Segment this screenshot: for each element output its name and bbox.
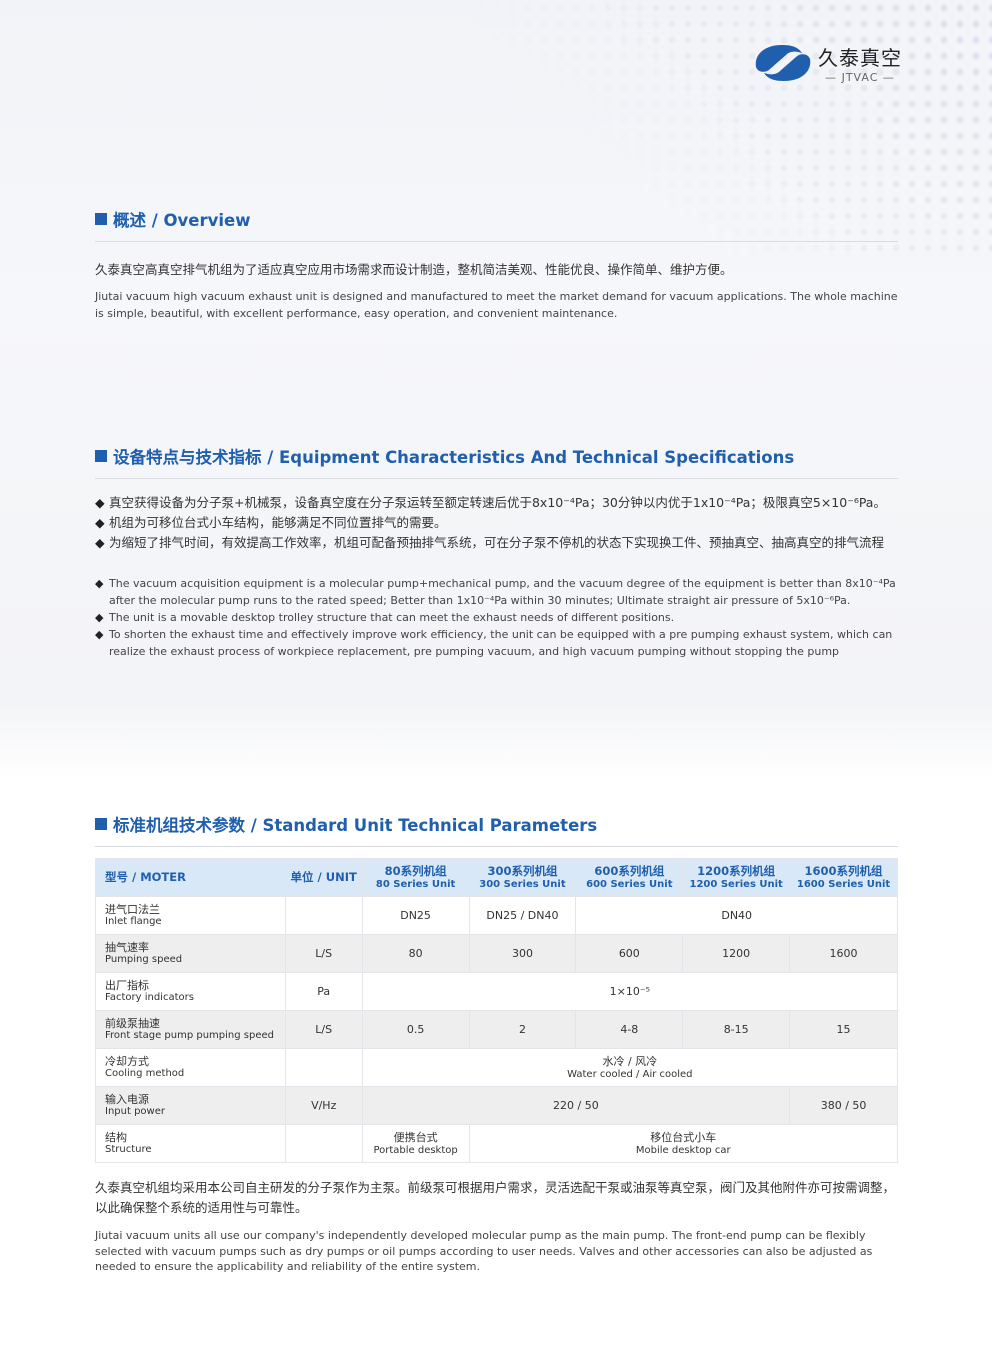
text: V/Hz — [284, 1086, 363, 1125]
diamond-bullet-icon: ◆ — [95, 577, 104, 590]
text: JTVAC — [841, 71, 879, 84]
parameters-section: 标准机组技术参数 / Standard Unit Technical Param… — [95, 812, 898, 847]
text: 15 — [789, 1010, 898, 1049]
text: 单位 / UNIT — [284, 858, 363, 897]
text: 冷却方式 — [105, 1054, 149, 1068]
text — [284, 1048, 363, 1087]
text: 型号 / MOTER — [95, 858, 286, 897]
parameters-note: 久泰真空机组均采用本公司自主研发的分子泵作为主泵。前级泵可根据用户需求，灵活选配… — [95, 1178, 898, 1275]
text: 1200系列机组 — [697, 863, 776, 878]
characteristics-section: 设备特点与技术指标 / Equipment Characteristics An… — [95, 444, 898, 660]
text: DN40 — [575, 896, 898, 935]
text: 1600 — [789, 934, 898, 973]
bullet-en: ◆ The vacuum acquisition equipment is a m… — [95, 575, 898, 609]
text: 1600系列机组 — [804, 863, 883, 878]
text: Pumping speed — [105, 953, 183, 965]
text: 机组为可移位台式小车结构，能够满足不同位置排气的需要。 — [109, 515, 447, 530]
text: L/S — [284, 1010, 363, 1049]
text: The vacuum acquisition equipment is a mo… — [109, 577, 896, 607]
text: Factory indicators — [105, 991, 194, 1003]
overview-en: Jiutai vacuum high vacuum exhaust unit i… — [95, 290, 898, 320]
text: 80系列机组 — [384, 863, 447, 878]
text: 1200 — [682, 934, 791, 973]
text — [284, 896, 363, 935]
table-row: 进气口法兰 Inlet flange DN25 DN25 / DN40 DN40 — [95, 896, 898, 935]
text: Portable desktop — [373, 1144, 458, 1156]
text: L/S — [284, 934, 363, 973]
text: Pa — [284, 972, 363, 1011]
table-row: 抽气速率 Pumping speed L/S 80 300 600 1200 1600 — [95, 934, 898, 973]
bullet-cn: ◆ 真空获得设备为分子泵+机械泵，设备真空度在分子泵运转至额定转速后优于8x10⁻… — [95, 493, 898, 513]
text: 2 — [468, 1010, 577, 1049]
brand-logo: 久泰真空 — JTVAC — — [752, 42, 902, 84]
bullet-en: ◆ The unit is a movable desktop trolley s… — [95, 609, 898, 626]
diamond-bullet-icon: ◆ — [95, 495, 105, 510]
text: 300系列机组 — [487, 863, 558, 878]
text: 抽气速率 — [105, 940, 149, 954]
overview-cn: 久泰真空高真空排气机组为了适应真空应用市场需求而设计制造，整机简洁美观、性能优良… — [95, 262, 733, 277]
table-row: 结构 Structure 便携台式 Portable desktop 移位台式小车 M… — [95, 1124, 899, 1163]
bullet-cn: ◆ 为缩短了排气时间，有效提高工作效率，机组可配备预抽排气系统，可在分子泵不停机的… — [95, 533, 898, 553]
text: To shorten the exhaust time and effectiv… — [109, 628, 893, 658]
overview-section: 概述 / Overview 久泰真空高真空排气机组为了适应真空应用市场需求而设计… — [95, 207, 898, 322]
text: 0.5 — [361, 1010, 470, 1049]
text: 为缩短了排气时间，有效提高工作效率，机组可配备预抽排气系统，可在分子泵不停机的状… — [109, 535, 885, 550]
diamond-bullet-icon: ◆ — [95, 535, 105, 550]
text: 600 — [575, 934, 684, 973]
dot-pattern — [472, 0, 992, 260]
text: 8-15 — [682, 1010, 791, 1049]
table-row: 冷却方式 Cooling method 水冷 / 风冷 Water cooled /… — [95, 1048, 899, 1087]
text: Front stage pump pumping speed — [105, 1029, 274, 1041]
text: 久泰真空 — [818, 46, 902, 70]
parameters-table: 型号 / MOTER 单位 / UNIT 80系列机组 80 Series Uni… — [95, 858, 899, 1163]
text: 水冷 / 风冷 — [602, 1054, 658, 1068]
text: 220 / 50 — [361, 1086, 791, 1125]
text: DN25 / DN40 — [468, 896, 577, 935]
text: Structure — [105, 1143, 152, 1155]
text: 移位台式小车 — [650, 1130, 717, 1144]
text: 进气口法兰 — [105, 902, 160, 916]
text: 出厂指标 — [105, 978, 149, 992]
text: 前级泵抽速 — [105, 1016, 160, 1030]
text: The unit is a movable desktop trolley st… — [109, 611, 675, 624]
text: 1200 Series Unit — [689, 878, 783, 890]
text: DN25 — [361, 896, 470, 935]
text: 80 Series Unit — [375, 878, 456, 890]
table-row: 出厂指标 Factory indicators Pa 1×10⁻⁵ — [95, 972, 899, 1011]
text: 真空获得设备为分子泵+机械泵，设备真空度在分子泵运转至额定转速后优于8x10⁻⁴… — [109, 495, 886, 510]
text — [284, 1124, 363, 1163]
text: Mobile desktop car — [635, 1144, 731, 1156]
table-header: 型号 / MOTER 单位 / UNIT 80系列机组 80 Series Uni… — [95, 858, 898, 897]
text: Inlet flange — [105, 915, 162, 927]
table-row: 输入电源 Input power V/Hz 220 / 50 380 / 50 — [95, 1086, 898, 1125]
table-row: 前级泵抽速 Front stage pump pumping speed L/S … — [95, 1010, 898, 1049]
bullet-cn: ◆ 机组为可移位台式小车结构，能够满足不同位置排气的需要。 — [95, 513, 898, 533]
bullet-en: ◆ To shorten the exhaust time and effecti… — [95, 626, 898, 660]
text: 1600 Series Unit — [796, 878, 891, 890]
text: 380 / 50 — [789, 1086, 898, 1125]
text: 600 Series Unit — [586, 878, 673, 890]
text: 1×10⁻⁵ — [361, 972, 899, 1011]
text: 300 Series Unit — [479, 878, 566, 890]
logo-mark-icon — [755, 45, 811, 81]
text: 输入电源 — [105, 1092, 149, 1106]
text: 80 — [361, 934, 470, 973]
diamond-bullet-icon: ◆ — [95, 611, 104, 624]
section-title: 设备特点与技术指标 / Equipment Characteristics An… — [113, 448, 795, 467]
text: 便携台式 — [393, 1130, 438, 1144]
text: 600系列机组 — [594, 863, 665, 878]
text: 300 — [468, 934, 577, 973]
text: Cooling method — [105, 1067, 185, 1079]
text: Water cooled / Air cooled — [567, 1068, 693, 1080]
diamond-bullet-icon: ◆ — [95, 628, 104, 641]
text: 结构 — [105, 1130, 127, 1144]
text: Input power — [105, 1105, 165, 1117]
diamond-bullet-icon: ◆ — [95, 515, 105, 530]
note-cn: 久泰真空机组均采用本公司自主研发的分子泵作为主泵。前级泵可根据用户需求，灵活选配… — [95, 1180, 896, 1215]
section-title: 概述 / Overview — [113, 211, 251, 230]
note-en: Jiutai vacuum units all use our company'… — [95, 1229, 873, 1273]
section-title: 标准机组技术参数 / Standard Unit Technical Param… — [113, 816, 598, 835]
text: 4-8 — [575, 1010, 684, 1049]
